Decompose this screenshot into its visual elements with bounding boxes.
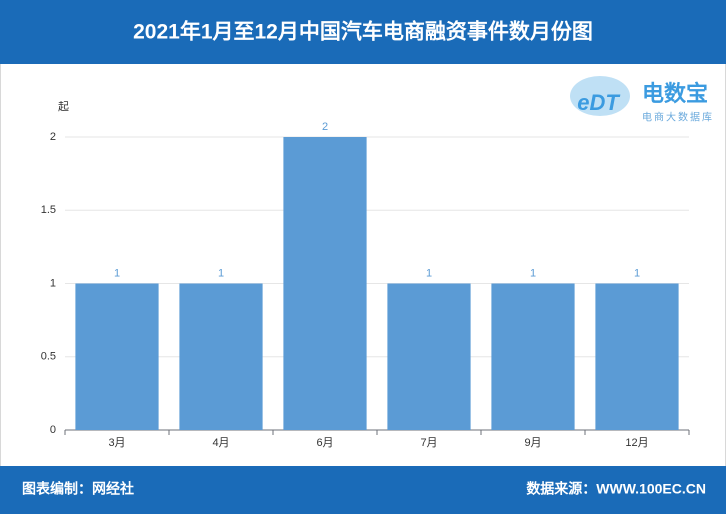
bar bbox=[491, 283, 575, 430]
y-tick-label: 1.5 bbox=[41, 204, 56, 216]
chart-title: 2021年1月至12月中国汽车电商融资事件数月份图 bbox=[133, 20, 593, 44]
logo-tagline: 电商大数据库 bbox=[642, 111, 714, 124]
bar bbox=[387, 283, 471, 430]
footer-bar bbox=[0, 466, 726, 514]
bar bbox=[595, 283, 679, 430]
y-unit: 起 bbox=[58, 100, 69, 113]
x-tick-label: 4月 bbox=[212, 437, 229, 449]
x-tick-label: 3月 bbox=[108, 437, 125, 449]
footer-left: 图表编制：网经社 bbox=[22, 481, 134, 497]
logo-mark: eDT bbox=[577, 90, 620, 115]
logo-name: 电数宝 bbox=[642, 81, 708, 106]
y-tick-label: 1 bbox=[50, 277, 56, 289]
y-tick-label: 2 bbox=[50, 131, 56, 143]
x-tick-label: 12月 bbox=[625, 437, 648, 449]
value-label: 1 bbox=[530, 267, 536, 279]
y-tick-label: 0 bbox=[50, 424, 56, 436]
value-label: 1 bbox=[114, 267, 120, 279]
value-label: 1 bbox=[634, 267, 640, 279]
y-tick-label: 0.5 bbox=[41, 351, 56, 363]
title-bar bbox=[0, 0, 726, 64]
logo-cloud bbox=[570, 76, 630, 116]
bar bbox=[283, 137, 367, 430]
bar bbox=[75, 283, 159, 430]
footer-right: 数据来源：WWW.100EC.CN bbox=[526, 481, 706, 497]
x-tick-label: 7月 bbox=[420, 437, 437, 449]
logo: eDT 电数宝 电商大数据库 bbox=[570, 76, 714, 124]
value-label: 1 bbox=[426, 267, 432, 279]
value-label: 2 bbox=[322, 121, 328, 133]
x-tick-label: 9月 bbox=[524, 437, 541, 449]
value-label: 1 bbox=[218, 267, 224, 279]
x-tick-label: 6月 bbox=[316, 437, 333, 449]
bar bbox=[179, 283, 263, 430]
